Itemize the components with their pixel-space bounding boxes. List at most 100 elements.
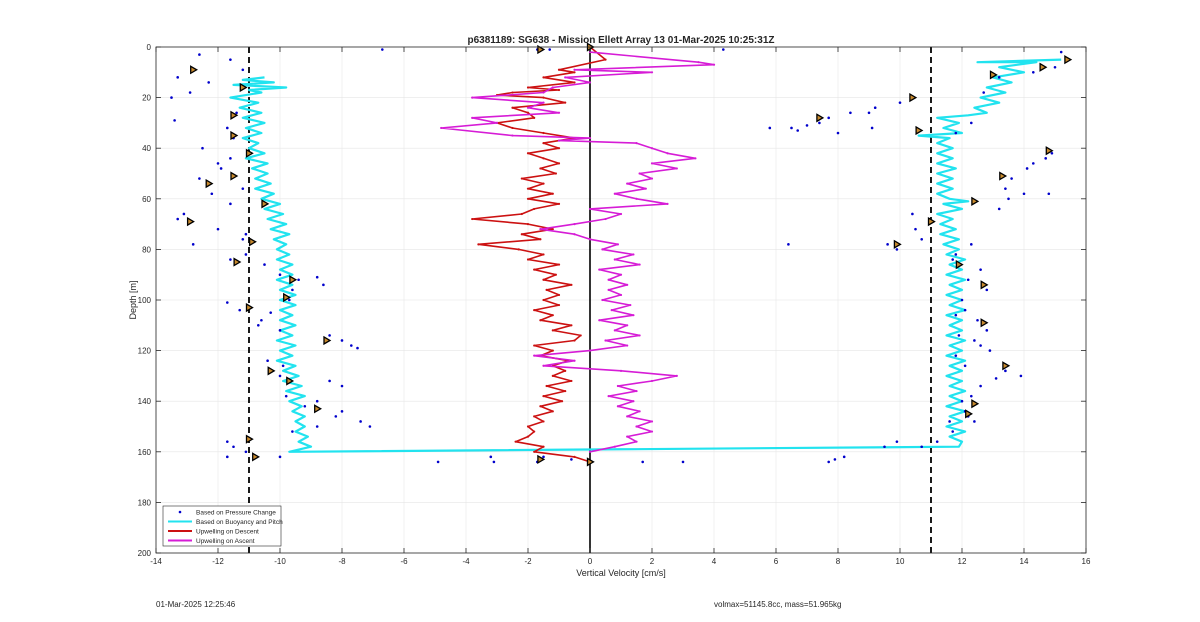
- y-tick-label: 40: [142, 144, 151, 153]
- series-point: [570, 324, 573, 327]
- turn-marker: [245, 148, 254, 158]
- pressure-change-point: [833, 458, 837, 461]
- series-point: [533, 268, 536, 271]
- x-axis-label: Vertical Velocity [cm/s]: [576, 568, 666, 578]
- turn-marker: [230, 110, 239, 120]
- series-point: [635, 197, 638, 200]
- series-point: [619, 273, 623, 276]
- pressure-change-point: [805, 124, 809, 127]
- pressure-change-point: [359, 420, 362, 423]
- series-point: [650, 420, 654, 423]
- series-point: [545, 288, 548, 291]
- pressure-change-point: [350, 344, 353, 347]
- pressure-change-point: [191, 243, 195, 246]
- series-point: [533, 354, 536, 357]
- pressure-change-point: [381, 48, 384, 51]
- reference-lines: [248, 47, 932, 553]
- series-point: [616, 243, 620, 246]
- series-point: [539, 319, 542, 322]
- pressure-change-point: [1059, 50, 1063, 54]
- series-point: [557, 111, 561, 114]
- series-point: [551, 228, 554, 231]
- pressure-change-point: [226, 126, 229, 130]
- pressure-change-point: [985, 288, 989, 292]
- pressure-change-point: [796, 129, 799, 132]
- pressure-change-point: [836, 131, 840, 135]
- series-point: [511, 106, 514, 109]
- pressure-change-point: [288, 298, 291, 302]
- pressure-change-point: [973, 339, 976, 342]
- series-point: [626, 344, 629, 347]
- y-tick-label: 100: [138, 296, 152, 305]
- pressure-change-point: [787, 243, 790, 246]
- pressure-change-point: [722, 48, 725, 51]
- pressure-change-point: [895, 248, 899, 251]
- series-point: [526, 425, 530, 428]
- series-point: [539, 167, 542, 170]
- pressure-change-point: [1004, 187, 1007, 190]
- pressure-change-point: [542, 455, 545, 459]
- series-point: [526, 187, 530, 190]
- footer-timestamp: 01-Mar-2025 12:25:46: [156, 600, 236, 609]
- pressure-change-point: [176, 217, 179, 221]
- pressure-change-point: [920, 445, 923, 449]
- pressure-change-point: [278, 455, 282, 459]
- series-point: [551, 329, 554, 332]
- pressure-change-point: [315, 425, 319, 428]
- pressure-change-point: [219, 167, 223, 170]
- pressure-change-point: [207, 81, 210, 84]
- y-tick-label: 180: [138, 498, 152, 507]
- x-tick-label: -4: [462, 557, 470, 566]
- series-point: [607, 278, 610, 281]
- series-point: [573, 339, 576, 342]
- series-point: [619, 293, 623, 297]
- pressure-change-point: [176, 76, 179, 79]
- pressure-change-point: [898, 101, 902, 104]
- series-point: [588, 50, 592, 54]
- series-point: [638, 334, 641, 337]
- turn-marker: [971, 196, 980, 206]
- turn-marker: [537, 454, 546, 465]
- pressure-change-point: [235, 111, 238, 115]
- legend-label: Upwelling on Descent: [196, 529, 259, 536]
- series-point: [533, 430, 536, 433]
- pressure-change-point: [970, 121, 973, 125]
- turn-marker: [980, 280, 989, 290]
- series-point: [564, 101, 567, 104]
- pressure-change-point: [951, 430, 954, 433]
- pressure-change-point: [954, 253, 958, 256]
- pressure-change-point: [266, 359, 269, 363]
- series-point: [573, 233, 576, 236]
- series-point: [616, 384, 620, 388]
- pressure-change-point: [870, 126, 874, 130]
- legend-label: Based on Buoyancy and Pitch: [196, 519, 283, 526]
- pressure-change-point: [244, 450, 248, 454]
- pressure-change-point: [241, 68, 245, 72]
- legend-swatch-dot: [178, 510, 182, 514]
- y-tick-label: 160: [138, 448, 152, 457]
- series-point: [517, 248, 520, 251]
- pressure-change-point: [229, 157, 232, 160]
- series-point: [598, 319, 601, 322]
- series-point: [554, 273, 558, 276]
- series-point: [526, 106, 530, 109]
- turn-marker: [239, 82, 248, 93]
- pressure-change-point: [681, 460, 685, 464]
- series-point: [613, 329, 616, 332]
- series-point: [526, 86, 530, 89]
- x-tick-label: -12: [212, 557, 224, 566]
- x-tick-label: 2: [650, 557, 655, 566]
- series-point: [588, 207, 592, 211]
- pressure-change-point: [827, 460, 830, 464]
- pressure-change-point: [1010, 177, 1013, 180]
- series-point: [650, 177, 654, 180]
- pressure-change-point: [1019, 374, 1023, 378]
- pressure-change-point: [914, 227, 917, 231]
- series-point: [557, 147, 561, 150]
- x-tick-label: 10: [896, 557, 905, 566]
- pressure-change-point: [997, 76, 1001, 79]
- series-point: [619, 369, 623, 372]
- y-axis-label: Depth [m]: [128, 280, 138, 319]
- pressure-change-point: [886, 243, 889, 246]
- turn-marker: [230, 130, 239, 141]
